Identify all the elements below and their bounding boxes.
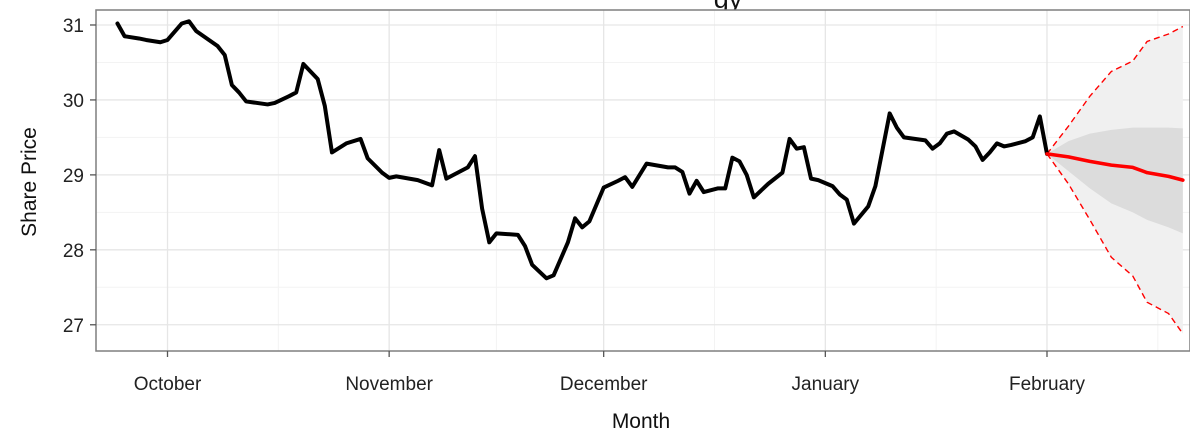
panel-background <box>96 10 1190 351</box>
x-axis-title: Month <box>612 410 670 433</box>
inner-interval-band <box>1046 127 1183 234</box>
forecast-line <box>1045 152 1185 182</box>
forecast-intervals <box>1046 25 1184 335</box>
x-axis: October November December January February <box>134 351 1086 395</box>
y-axis: 27 28 29 30 31 <box>63 16 96 337</box>
x-tick-label: December <box>560 374 648 395</box>
y-axis-title: Share Price <box>18 127 41 237</box>
x-tick-label: November <box>345 374 433 395</box>
upper-bound-dashed-line <box>1046 25 1184 155</box>
y-tick-label: 28 <box>63 241 84 262</box>
x-tick-label: January <box>792 374 860 395</box>
y-tick-label: 27 <box>63 316 84 337</box>
y-tick-label: 31 <box>63 16 84 37</box>
history-line <box>115 19 1049 281</box>
x-tick-label: October <box>134 374 202 395</box>
x-tick-label: February <box>1009 374 1086 395</box>
price-lines <box>115 19 1185 281</box>
lower-bound-dashed-line <box>1046 153 1184 335</box>
panel-border <box>95 9 1190 352</box>
plot-panel <box>95 9 1190 352</box>
y-tick-label: 29 <box>63 166 84 187</box>
y-tick-label: 30 <box>63 91 84 112</box>
